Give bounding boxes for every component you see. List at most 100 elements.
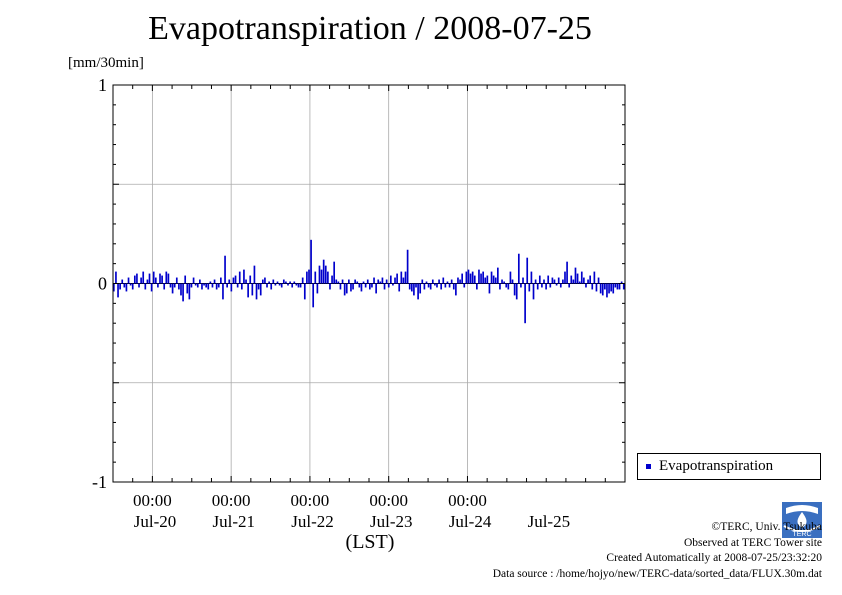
evapotranspiration-bar <box>566 261 568 284</box>
evapotranspiration-bar <box>612 283 615 294</box>
evapotranspiration-bar <box>268 281 270 284</box>
x-tick-date-label: Jul-20 <box>134 512 177 531</box>
logo-text: TERC <box>792 531 811 538</box>
evapotranspiration-bar <box>123 283 126 288</box>
data-bars <box>113 239 625 324</box>
evapotranspiration-bar <box>415 283 417 288</box>
evapotranspiration-bar <box>192 277 195 284</box>
evapotranspiration-bar <box>301 277 304 284</box>
evapotranspiration-bar <box>392 283 394 286</box>
evapotranspiration-bar <box>289 281 291 284</box>
evapotranspiration-bar <box>276 281 279 284</box>
evapotranspiration-bar <box>387 283 390 288</box>
evapotranspiration-bar <box>222 283 224 300</box>
evapotranspiration-bar <box>362 281 365 284</box>
x-tick-date-label: Jul-22 <box>291 512 334 531</box>
x-axis-label: (LST) <box>345 531 395 553</box>
evapotranspiration-bar <box>574 267 577 284</box>
evapotranspiration-bar <box>121 279 124 284</box>
evapotranspiration-bar <box>364 283 367 288</box>
x-tick-time-label: 00:00 <box>133 491 172 510</box>
evapotranspiration-bar <box>270 283 273 290</box>
evapotranspiration-bar <box>587 279 589 284</box>
evapotranspiration-bar <box>589 275 592 284</box>
evapotranspiration-bar <box>182 283 184 302</box>
evapotranspiration-bar <box>133 275 136 284</box>
evapotranspiration-bar <box>446 281 449 284</box>
evapotranspiration-bar <box>253 265 256 284</box>
evapotranspiration-bar <box>578 281 581 284</box>
evapotranspiration-bar <box>320 269 323 284</box>
evapotranspiration-bar <box>410 283 413 292</box>
evapotranspiration-bar <box>348 279 350 284</box>
evapotranspiration-bar <box>597 277 600 284</box>
evapotranspiration-bar <box>255 283 258 300</box>
evapotranspiration-bar <box>236 283 239 288</box>
y-tick-label: 1 <box>98 75 107 95</box>
evapotranspiration-bar <box>150 283 153 292</box>
credit-created: Created Automatically at 2008-07-25/23:3… <box>606 552 822 564</box>
terc-logo: TERC <box>782 502 822 538</box>
evapotranspiration-bar <box>551 277 554 284</box>
evapotranspiration-bar <box>335 279 338 284</box>
evapotranspiration-bar <box>507 283 510 290</box>
evapotranspiration-bar <box>331 275 333 284</box>
x-tick-date-label: Jul-25 <box>528 512 571 531</box>
evapotranspiration-bar <box>291 283 294 288</box>
evapotranspiration-bar <box>616 283 619 290</box>
evapotranspiration-bar <box>520 283 522 288</box>
evapotranspiration-bar <box>243 269 245 284</box>
evapotranspiration-bar <box>476 283 478 290</box>
evapotranspiration-bar <box>585 283 587 288</box>
evapotranspiration-bar <box>404 271 407 284</box>
evapotranspiration-bar <box>152 271 155 284</box>
evapotranspiration-bar <box>436 283 438 288</box>
evapotranspiration-bar <box>499 283 501 290</box>
evapotranspiration-bar <box>580 271 583 284</box>
evapotranspiration-bar <box>595 283 598 292</box>
evapotranspiration-bar <box>400 271 403 284</box>
evapotranspiration-bar <box>306 271 308 284</box>
evapotranspiration-bar <box>213 279 216 284</box>
evapotranspiration-bar <box>337 281 340 284</box>
evapotranspiration-bar <box>455 283 457 296</box>
evapotranspiration-bar <box>345 283 348 294</box>
evapotranspiration-bar <box>247 283 249 298</box>
evapotranspiration-bar <box>591 283 594 290</box>
evapotranspiration-bar <box>620 281 623 284</box>
evapotranspiration-bar <box>190 283 193 288</box>
evapotranspiration-bar <box>448 283 451 288</box>
evapotranspiration-bar <box>324 265 327 284</box>
evapotranspiration-bar <box>467 269 470 284</box>
evapotranspiration-bar <box>188 283 191 300</box>
evapotranspiration-bar <box>297 283 300 288</box>
evapotranspiration-bar <box>471 271 474 284</box>
evapotranspiration-bar <box>352 283 354 290</box>
evapotranspiration-bar <box>343 283 346 296</box>
evapotranspiration-bar <box>572 279 575 284</box>
evapotranspiration-bar <box>293 281 296 284</box>
credits: ©TERC, Univ. Tsukuba Observed at TERC To… <box>493 520 822 582</box>
evapotranspiration-bar <box>322 259 325 284</box>
legend-swatch <box>646 464 651 469</box>
legend: Evapotranspiration <box>637 453 821 480</box>
evapotranspiration-bar <box>440 283 443 290</box>
evapotranspiration-bar <box>593 271 596 284</box>
evapotranspiration-bar <box>303 283 306 300</box>
evapotranspiration-bar <box>115 271 117 284</box>
evapotranspiration-bar <box>438 279 440 284</box>
evapotranspiration-bar <box>576 273 579 284</box>
evapotranspiration-bar <box>622 283 625 290</box>
axis-labels: 1 0 -1 00:00 00:00 00:00 00:00 00:00 Jul-20 Jul-2… <box>92 75 570 531</box>
evapotranspiration-bar <box>127 277 130 284</box>
evapotranspiration-bar <box>314 271 317 284</box>
evapotranspiration-bar <box>562 279 564 284</box>
evapotranspiration-bar <box>274 283 277 286</box>
evapotranspiration-bar <box>308 269 310 284</box>
evapotranspiration-bar <box>530 271 533 284</box>
evapotranspiration-bar <box>245 279 247 284</box>
evapotranspiration-bar <box>261 279 264 284</box>
evapotranspiration-bar <box>511 279 514 284</box>
evapotranspiration-bar <box>312 283 315 308</box>
